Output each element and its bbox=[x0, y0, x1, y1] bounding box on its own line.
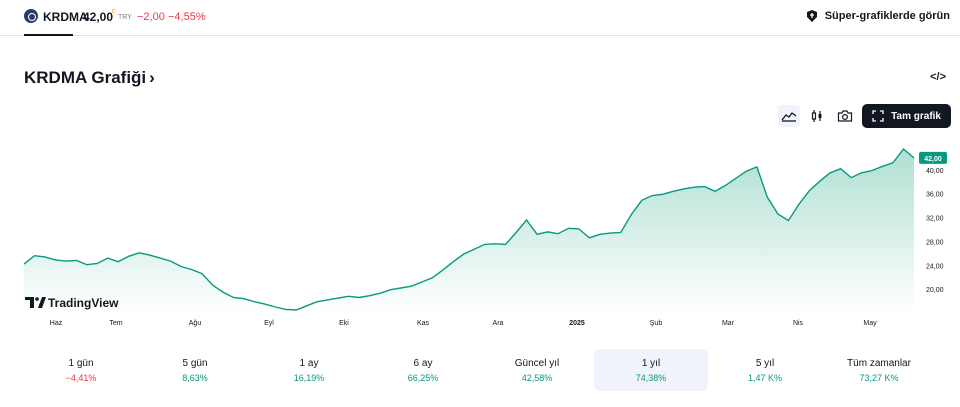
company-logo-icon bbox=[24, 9, 38, 23]
x-axis-tick-label: May bbox=[863, 320, 877, 327]
period-change-value: 73,27 K% bbox=[859, 372, 899, 383]
period-label: 1 yıl bbox=[641, 357, 661, 369]
period-change-value: 8,63% bbox=[182, 372, 208, 383]
period-change-value: 42,58% bbox=[521, 372, 553, 383]
period-label: 1 ay bbox=[299, 357, 319, 369]
x-axis-tick-label: Şub bbox=[650, 320, 663, 327]
x-axis-tick-label: 2025 bbox=[569, 320, 585, 327]
period-label: Güncel yıl bbox=[514, 357, 560, 369]
full-chart-button[interactable]: Tam grafik bbox=[862, 104, 951, 128]
price-chart[interactable]: 40,00 36,00 32,00 28,00 24,00 20,00 42,00 Haz Te… bbox=[0, 138, 960, 330]
x-axis-tick-label: Nis bbox=[793, 320, 804, 327]
y-axis-tick-label: 20,00 bbox=[926, 287, 944, 294]
y-axis-tick-label: 24,00 bbox=[926, 263, 944, 270]
last-price-badge bbox=[919, 151, 947, 164]
period-tab[interactable]: 6 ay 66,25% bbox=[366, 349, 480, 391]
y-axis-tick-label: 32,00 bbox=[926, 216, 944, 223]
period-change-value: 16,19% bbox=[293, 372, 325, 383]
period-label: Tüm zamanlar bbox=[847, 357, 911, 369]
active-tab-underline bbox=[24, 34, 73, 36]
super-charts-link[interactable]: Süper-grafiklerde görün bbox=[805, 9, 950, 23]
super-charts-label: Süper-grafiklerde görün bbox=[824, 10, 950, 22]
period-tab[interactable]: 1 ay 16,19% bbox=[252, 349, 366, 391]
period-tab[interactable]: 1 yıl 74,38% bbox=[594, 349, 708, 391]
period-tab[interactable]: 1 gün −4,41% bbox=[24, 349, 138, 391]
tradingview-watermark[interactable] bbox=[25, 297, 46, 308]
area-chart-button[interactable] bbox=[778, 105, 801, 127]
period-tab[interactable]: 5 yıl 1,47 K% bbox=[708, 349, 822, 391]
chart-title[interactable]: KRDMA Grafiği › bbox=[24, 68, 155, 88]
camera-icon bbox=[838, 110, 853, 122]
price-change-percent: −4,55% bbox=[168, 11, 206, 23]
y-axis-tick-label: 40,00 bbox=[926, 168, 944, 175]
x-axis-tick-label: Haz bbox=[50, 320, 63, 327]
x-axis-tick-label: Ara bbox=[493, 320, 504, 327]
embed-code-button[interactable]: </> bbox=[930, 71, 946, 83]
symbol-name[interactable]: KRDMA bbox=[43, 10, 88, 24]
area-chart-icon bbox=[781, 112, 797, 122]
x-axis-tick-label: Eki bbox=[339, 320, 349, 327]
y-axis-tick-label: 28,00 bbox=[926, 239, 944, 246]
period-performance-bar: 1 gün −4,41% 5 gün 8,63% 1 ay 16,19% 6 ay 66,25… bbox=[24, 349, 936, 391]
y-axis-tick-label: 36,00 bbox=[926, 192, 944, 199]
period-tab[interactable]: Güncel yıl 42,58% bbox=[480, 349, 594, 391]
period-change-value: 66,25% bbox=[407, 372, 439, 383]
symbol-header-bar: KRDMA 42,00 c TRY −2,00 −4,55% Süper-gra… bbox=[0, 0, 960, 36]
price-line bbox=[23, 147, 915, 311]
candlestick-button[interactable] bbox=[806, 105, 828, 127]
x-axis-tick-label: Kas bbox=[417, 320, 430, 327]
period-label: 6 ay bbox=[413, 357, 433, 369]
currency-label: TRY bbox=[118, 14, 132, 21]
last-price-badge-label: 42,00 bbox=[924, 156, 942, 163]
price-change: −2,00 bbox=[137, 11, 165, 23]
chevron-right-icon: › bbox=[149, 68, 155, 87]
price-superscript: c bbox=[112, 8, 116, 15]
x-axis-tick-label: Mar bbox=[722, 320, 735, 327]
candlestick-icon bbox=[812, 110, 822, 122]
period-label: 5 yıl bbox=[755, 357, 775, 369]
watermark-label: TradingView bbox=[48, 296, 119, 310]
period-tab[interactable]: Tüm zamanlar 73,27 K% bbox=[822, 349, 936, 391]
period-change-value: 74,38% bbox=[635, 372, 667, 383]
price-area-fill bbox=[24, 149, 914, 313]
full-chart-label: Tam grafik bbox=[891, 110, 941, 122]
x-axis-tick-label: Ağu bbox=[189, 320, 202, 327]
supercharts-icon bbox=[806, 10, 817, 22]
chart-title-text: KRDMA Grafiği bbox=[24, 68, 147, 87]
period-tab[interactable]: 5 gün 8,63% bbox=[138, 349, 252, 391]
fullscreen-icon bbox=[872, 110, 884, 122]
period-label: 5 gün bbox=[182, 357, 208, 369]
last-price: 42,00 bbox=[83, 10, 114, 24]
chart-toolbar: Tam grafik bbox=[778, 104, 951, 128]
period-change-value: −4,41% bbox=[65, 372, 97, 383]
period-change-value: 1,47 K% bbox=[747, 372, 783, 383]
x-axis-tick-label: Eyl bbox=[264, 320, 274, 327]
x-axis-tick-label: Tem bbox=[109, 320, 122, 327]
screenshot-button[interactable] bbox=[834, 105, 856, 127]
period-label: 1 gün bbox=[68, 357, 94, 369]
